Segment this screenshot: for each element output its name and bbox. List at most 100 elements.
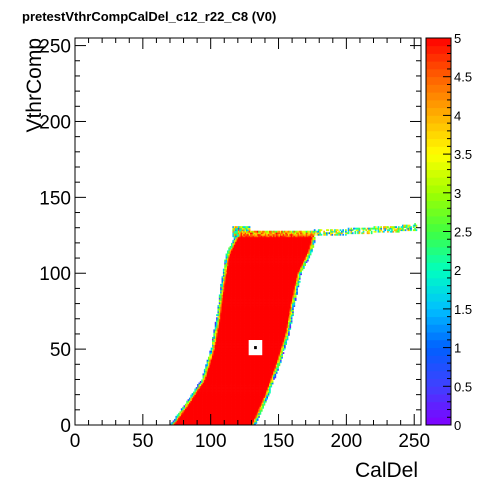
heatmap-cell: [233, 409, 236, 412]
heatmap-cell: [248, 296, 251, 298]
heatmap-cell: [290, 308, 293, 311]
heatmap-cell: [236, 327, 239, 330]
heatmap-cell: [195, 423, 198, 426]
heatmap-cell: [267, 320, 270, 323]
heatmap-cell: [245, 317, 248, 320]
heatmap-cell: [263, 393, 266, 395]
heatmap-cell: [260, 361, 263, 364]
heatmap-cell: [267, 359, 270, 362]
heatmap-cell: [256, 291, 259, 294]
heatmap-cell: [216, 380, 218, 383]
heatmap-cell: [262, 391, 264, 394]
heatmap-cell: [201, 417, 203, 420]
heatmap-cell: [245, 402, 248, 405]
heatmap-cell: [210, 420, 213, 423]
heatmap-cell: [260, 309, 263, 312]
heatmap-cell: [210, 376, 213, 379]
heatmap-cell: [278, 350, 281, 353]
heatmap-cell: [290, 317, 293, 320]
heatmap-cell: [237, 367, 240, 370]
heatmap-cell: [282, 296, 285, 298]
heatmap-cell: [224, 346, 226, 348]
heatmap-cell: [264, 315, 267, 318]
heatmap-cell: [264, 338, 267, 341]
heatmap-cell: [247, 323, 250, 326]
heatmap-cell: [214, 376, 217, 379]
heatmap-cell: [229, 321, 232, 324]
heatmap-cell: [279, 340, 282, 342]
heatmap-cell: [266, 343, 269, 345]
heatmap-cell: [206, 409, 209, 412]
heatmap-cell: [281, 308, 283, 311]
heatmap-cell: [236, 346, 239, 348]
heatmap-cell: [266, 341, 269, 344]
heatmap-cell: [188, 409, 191, 412]
heatmap-cell: [237, 394, 240, 397]
heatmap-cell: [235, 420, 237, 423]
heatmap-cell: [252, 412, 255, 415]
heatmap-cell: [283, 335, 286, 338]
heatmap-cell: [190, 415, 193, 418]
heatmap-cell: [286, 314, 289, 317]
heatmap-cell: [241, 409, 244, 412]
heatmap-cell: [225, 411, 228, 414]
heatmap-cell: [212, 353, 214, 356]
heatmap-cell: [256, 370, 259, 373]
heatmap-cell: [201, 408, 203, 411]
heatmap-cell: [243, 420, 245, 423]
heatmap-cell: [264, 306, 267, 309]
heatmap-cell: [229, 306, 232, 309]
heatmap-cell: [212, 359, 214, 362]
heatmap-cell: [260, 323, 263, 326]
heatmap-cell: [258, 399, 260, 402]
heatmap-cell: [228, 346, 231, 348]
heatmap-cell: [199, 399, 202, 402]
heatmap-cell: [203, 423, 206, 426]
heatmap-cell: [239, 317, 241, 320]
heatmap-cell: [240, 306, 243, 309]
heatmap-cell: [237, 373, 240, 376]
heatmap-cell: [263, 370, 266, 373]
heatmap-cell: [247, 382, 250, 385]
heatmap-cell: [222, 371, 225, 374]
heatmap-cell: [279, 352, 282, 355]
heatmap-cell: [243, 303, 245, 306]
heatmap-cell: [226, 333, 229, 336]
heatmap-cell: [266, 297, 269, 300]
heatmap-cell: [262, 335, 264, 338]
heatmap-cell: [244, 321, 247, 324]
heatmap-cell: [225, 359, 228, 362]
heatmap-cell: [240, 402, 243, 405]
heatmap-cell: [224, 356, 226, 359]
heatmap-cell: [273, 350, 275, 353]
heatmap-cell: [281, 315, 283, 318]
heatmap-cell: [260, 318, 263, 321]
heatmap-cell: [285, 329, 288, 332]
heatmap-cell: [277, 308, 279, 311]
heatmap-cell: [263, 314, 266, 317]
heatmap-cell: [270, 302, 273, 304]
heatmap-cell: [214, 384, 217, 386]
heatmap-cell: [252, 396, 255, 399]
heatmap-cell: [254, 365, 256, 368]
heatmap-cell: [258, 415, 260, 418]
heatmap-cell: [273, 314, 275, 317]
heatmap-cell: [216, 336, 218, 339]
heatmap-cell: [259, 411, 262, 414]
heatmap-cell: [243, 396, 245, 399]
heatmap-cell: [266, 338, 269, 341]
heatmap-cell: [254, 309, 256, 312]
heatmap-cell: [224, 289, 226, 292]
heatmap-cell: [226, 315, 229, 318]
heatmap-cell: [279, 302, 282, 304]
heatmap-cell: [244, 373, 247, 376]
heatmap-cell: [271, 352, 274, 355]
heatmap-cell: [195, 387, 198, 389]
heatmap-cell: [217, 306, 220, 309]
heatmap-cell: [232, 368, 235, 371]
heatmap-cell: [262, 405, 264, 408]
heatmap-cell: [270, 332, 273, 335]
heatmap-cell: [232, 421, 235, 424]
heatmap-cell: [243, 403, 245, 406]
heatmap-cell: [245, 330, 248, 333]
